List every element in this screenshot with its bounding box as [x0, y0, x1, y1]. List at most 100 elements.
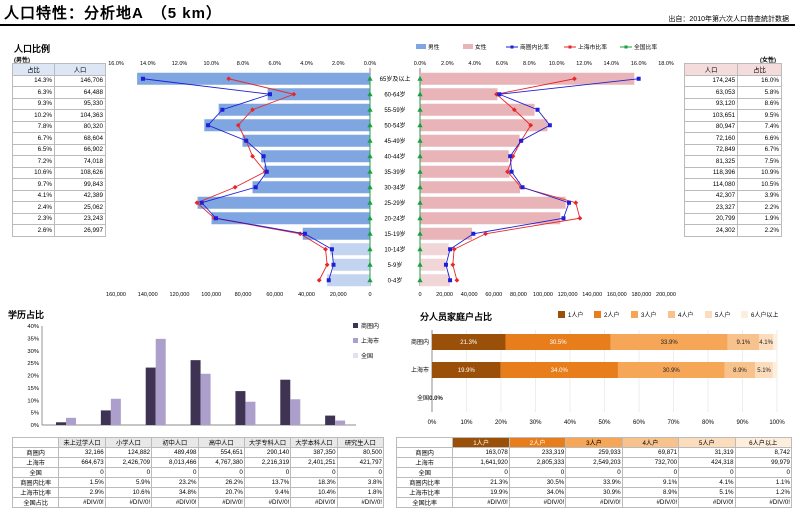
- female-count-tick-label: 20,000: [436, 292, 453, 298]
- male-area-ratio-point: [253, 185, 258, 190]
- household-data-label: 5.1%: [757, 368, 771, 374]
- male-population-table: 占比 人口 14.3% 146,706 6.3% 64,488 9.3% 95,330 10.2…: [12, 63, 107, 237]
- age-group-label: 25-29岁: [384, 199, 405, 207]
- age-group-label: 10-14岁: [384, 245, 405, 253]
- education-bar: [200, 373, 211, 425]
- household-legend-swatch: [558, 311, 565, 318]
- household-bar-segment: [617, 362, 725, 378]
- legend-label: 上海市比率: [578, 43, 607, 51]
- household-legend-swatch: [741, 311, 748, 318]
- household-legend-label: 5人户: [715, 311, 730, 319]
- table-cell: 72,849: [683, 143, 739, 156]
- male-shanghai-ratio-point: [250, 107, 255, 113]
- table-cell: 24,302: [683, 224, 739, 237]
- male-count-tick-label: 60,000: [266, 292, 283, 298]
- household-x-tick-label: 30%: [529, 420, 542, 426]
- education-legend-swatch: [353, 353, 358, 358]
- household-legend-label: 1人户: [568, 311, 583, 319]
- female-count-tick-label: 160,000: [607, 292, 627, 298]
- education-y-tick-label: 0%: [31, 423, 39, 429]
- male-shanghai-ratio-point: [323, 246, 328, 252]
- table-cell: 118,396: [683, 166, 739, 179]
- male-shanghai-ratio-point: [232, 184, 238, 190]
- female-area-ratio-point: [509, 169, 514, 174]
- female-count-tick-label: 40,000: [461, 292, 478, 298]
- legend-ratio-marker: [568, 45, 572, 49]
- education-y-tick-label: 30%: [27, 349, 39, 355]
- household-x-tick-label: 40%: [564, 420, 577, 426]
- education-bar: [56, 422, 66, 425]
- female-shanghai-ratio-point: [451, 246, 457, 252]
- female-count-tick-label: 200,000: [656, 292, 676, 298]
- household-x-tick-label: 20%: [495, 420, 508, 426]
- education-bar: [245, 401, 256, 425]
- male-area-ratio-point: [326, 278, 331, 283]
- table-cell: 7.4%: [737, 120, 782, 133]
- household-data-label: 4.1%: [759, 340, 773, 346]
- age-group-label: 45-49岁: [384, 137, 405, 145]
- legend-male-swatch: [416, 44, 426, 49]
- female-population-bar: [420, 88, 498, 101]
- legend-label: 男性: [428, 43, 440, 51]
- legend-ratio-marker: [624, 45, 628, 49]
- male-population-bar: [137, 72, 370, 85]
- household-section-title: 分人员家庭户占比: [420, 312, 493, 322]
- female-pct-tick-label: 8.0%: [523, 61, 536, 67]
- household-bar-segment: [755, 362, 773, 378]
- title-divider: [0, 24, 795, 26]
- male-national-ratio-point: [367, 184, 373, 190]
- female-population-table: 人口 占比 174,245 16.0% 63,053 5.8% 93,120 8.6% 103,…: [683, 63, 782, 237]
- table-cell: 10.9%: [737, 166, 782, 179]
- female-area-ratio-line: [445, 78, 639, 281]
- male-count-tick-label: 140,000: [138, 292, 158, 298]
- legend-label: 全国比率: [634, 43, 657, 51]
- household-bar-segment: [432, 334, 506, 350]
- female-population-bar: [420, 243, 449, 256]
- education-bar: [145, 367, 156, 425]
- household-bar-segment: [759, 334, 774, 350]
- female-shanghai-ratio-point: [573, 200, 579, 206]
- education-legend-swatch: [353, 338, 358, 343]
- education-y-tick-label: 40%: [27, 324, 39, 330]
- education-y-tick-label: 35%: [27, 336, 39, 342]
- male-population-bar: [263, 165, 370, 178]
- male-pct-tick-label: 12.0%: [172, 61, 188, 67]
- table-cell: 42,389: [53, 189, 107, 202]
- household-table: 1人户 2人户 3人户 4人户 5人户 6人户以上 商圏内 163,078 233,319 259…: [395, 437, 793, 508]
- male-count-tick-label: 100,000: [201, 292, 221, 298]
- household-x-tick-label: 0%: [428, 420, 437, 426]
- female-area-ratio-point: [535, 107, 540, 112]
- female-shanghai-ratio-point: [528, 122, 534, 128]
- household-legend-swatch: [631, 311, 638, 318]
- data-source-note: 出自：2010年第六次人口普查統計数据: [668, 16, 789, 23]
- education-table: 未上过学人口 小学人口 初中人口 高中人口 大学专科人口 大学本科人口 研究生人口 商圏内 32…: [11, 437, 385, 508]
- male-shanghai-ratio-line: [196, 78, 328, 281]
- household-x-tick-label: 10%: [460, 420, 473, 426]
- female-pct-tick-label: 0.0%: [414, 61, 427, 67]
- household-bar-segment: [610, 334, 728, 350]
- female-national-ratio-point: [417, 106, 423, 112]
- female-shanghai-ratio-point: [505, 169, 510, 175]
- household-legend-label: 3人户: [641, 311, 656, 319]
- age-group-label: 35-39岁: [384, 168, 405, 176]
- male-pct-tick-label: 10.0%: [203, 61, 219, 67]
- male-national-ratio-point: [367, 277, 373, 283]
- female-population-bar: [420, 181, 521, 194]
- female-national-ratio-point: [417, 277, 423, 283]
- male-area-ratio-point: [140, 76, 145, 81]
- education-legend-swatch: [353, 323, 358, 328]
- female-population-bar: [420, 150, 509, 163]
- female-population-bar: [420, 103, 535, 116]
- female-pct-tick-label: 6.0%: [496, 61, 509, 67]
- education-table-cell: #DIV/0!: [336, 497, 385, 508]
- table-cell: 20,799: [683, 212, 739, 225]
- male-population-bar: [242, 134, 370, 147]
- table-cell: 42,307: [683, 189, 739, 202]
- education-y-tick-label: 10%: [27, 398, 39, 404]
- male-population-bar: [330, 243, 370, 256]
- male-population-bar: [218, 103, 370, 116]
- table-cell: 23,243: [53, 212, 107, 225]
- education-bar: [290, 399, 301, 425]
- education-legend-label: 全国: [361, 352, 373, 360]
